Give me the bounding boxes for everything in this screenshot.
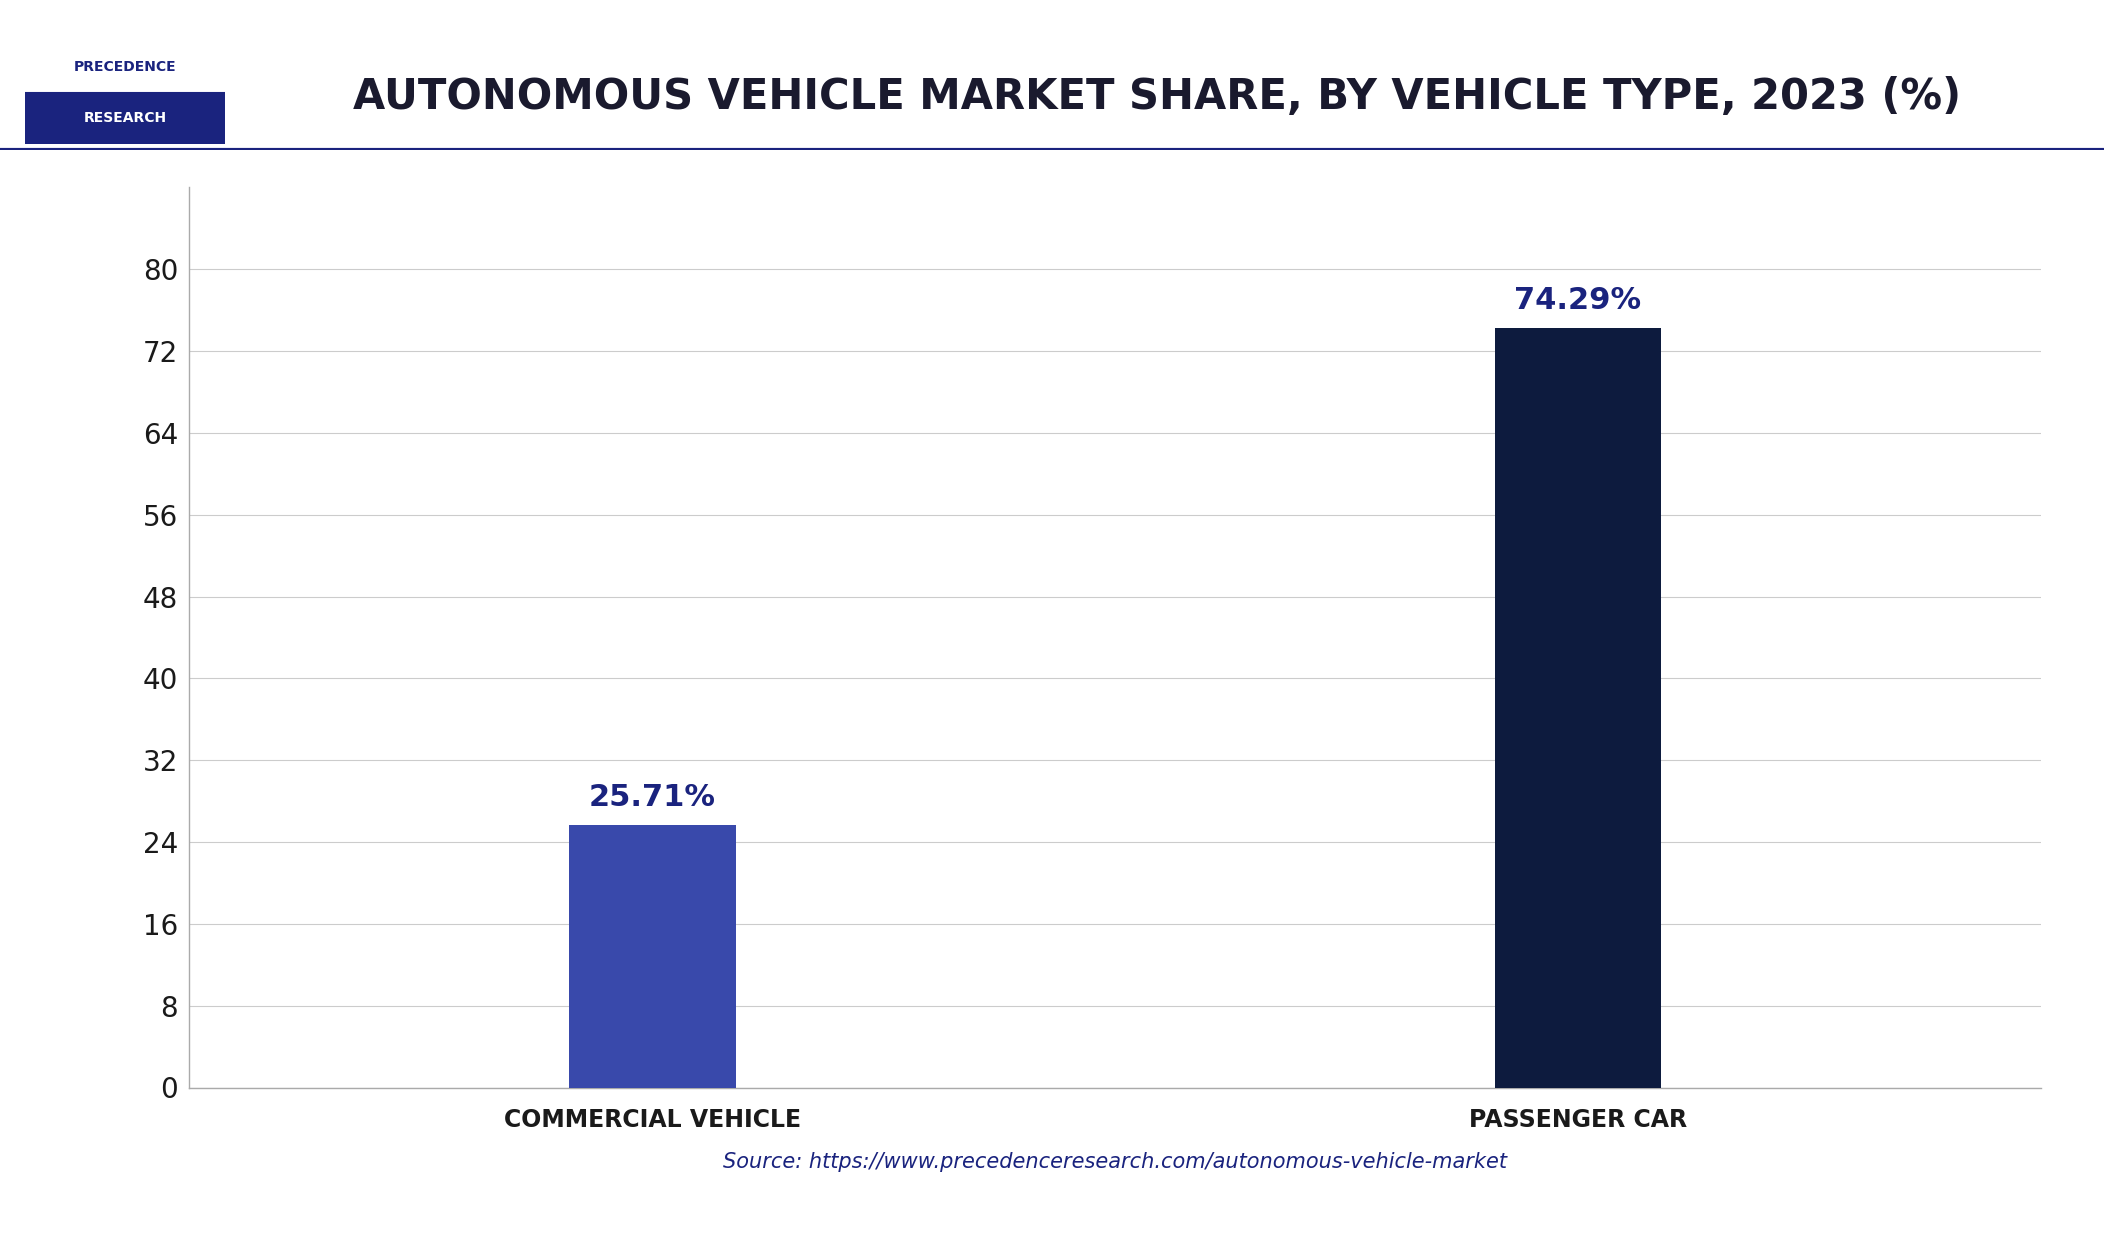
- Text: 25.71%: 25.71%: [589, 784, 715, 812]
- Text: AUTONOMOUS VEHICLE MARKET SHARE, BY VEHICLE TYPE, 2023 (%): AUTONOMOUS VEHICLE MARKET SHARE, BY VEHI…: [353, 76, 1961, 118]
- Text: PRECEDENCE: PRECEDENCE: [74, 60, 177, 74]
- Bar: [25, 92, 225, 144]
- Text: 74.29%: 74.29%: [1515, 286, 1641, 315]
- Bar: [25, 41, 225, 92]
- Bar: [568, 825, 736, 1088]
- Bar: [1494, 328, 1662, 1088]
- Text: RESEARCH: RESEARCH: [84, 111, 166, 125]
- Text: Source: https://www.precedenceresearch.com/autonomous-vehicle-market: Source: https://www.precedenceresearch.c…: [724, 1152, 1506, 1172]
